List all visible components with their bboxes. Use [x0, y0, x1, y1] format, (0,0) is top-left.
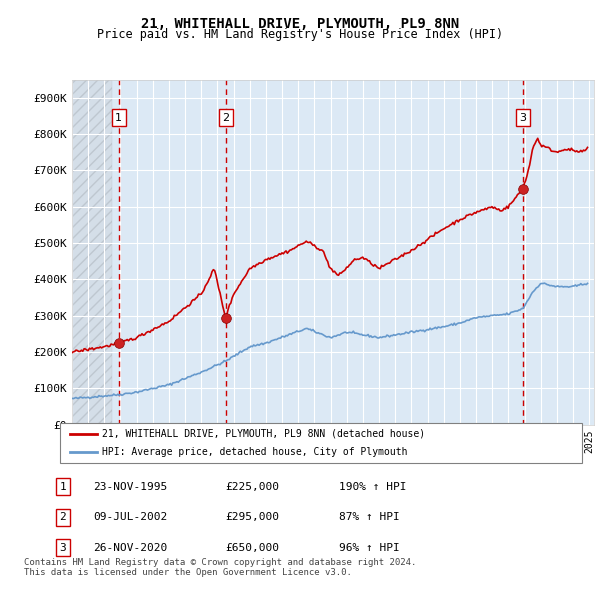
Text: £650,000: £650,000 [225, 543, 279, 552]
Text: 2: 2 [223, 113, 229, 123]
Text: 96% ↑ HPI: 96% ↑ HPI [339, 543, 400, 552]
Text: 09-JUL-2002: 09-JUL-2002 [93, 513, 167, 522]
Text: 1: 1 [59, 482, 67, 491]
Text: 3: 3 [520, 113, 526, 123]
Text: HPI: Average price, detached house, City of Plymouth: HPI: Average price, detached house, City… [102, 447, 407, 457]
Text: 1: 1 [115, 113, 122, 123]
Text: 21, WHITEHALL DRIVE, PLYMOUTH, PL9 8NN (detached house): 21, WHITEHALL DRIVE, PLYMOUTH, PL9 8NN (… [102, 429, 425, 439]
Text: Contains HM Land Registry data © Crown copyright and database right 2024.
This d: Contains HM Land Registry data © Crown c… [24, 558, 416, 577]
Text: 2: 2 [59, 513, 67, 522]
Text: Price paid vs. HM Land Registry's House Price Index (HPI): Price paid vs. HM Land Registry's House … [97, 28, 503, 41]
Text: 3: 3 [59, 543, 67, 552]
Text: 87% ↑ HPI: 87% ↑ HPI [339, 513, 400, 522]
Text: 190% ↑ HPI: 190% ↑ HPI [339, 482, 407, 491]
Text: 23-NOV-1995: 23-NOV-1995 [93, 482, 167, 491]
Text: 26-NOV-2020: 26-NOV-2020 [93, 543, 167, 552]
Text: £295,000: £295,000 [225, 513, 279, 522]
Text: £225,000: £225,000 [225, 482, 279, 491]
FancyBboxPatch shape [60, 423, 582, 463]
Text: 21, WHITEHALL DRIVE, PLYMOUTH, PL9 8NN: 21, WHITEHALL DRIVE, PLYMOUTH, PL9 8NN [141, 17, 459, 31]
Polygon shape [72, 80, 112, 425]
